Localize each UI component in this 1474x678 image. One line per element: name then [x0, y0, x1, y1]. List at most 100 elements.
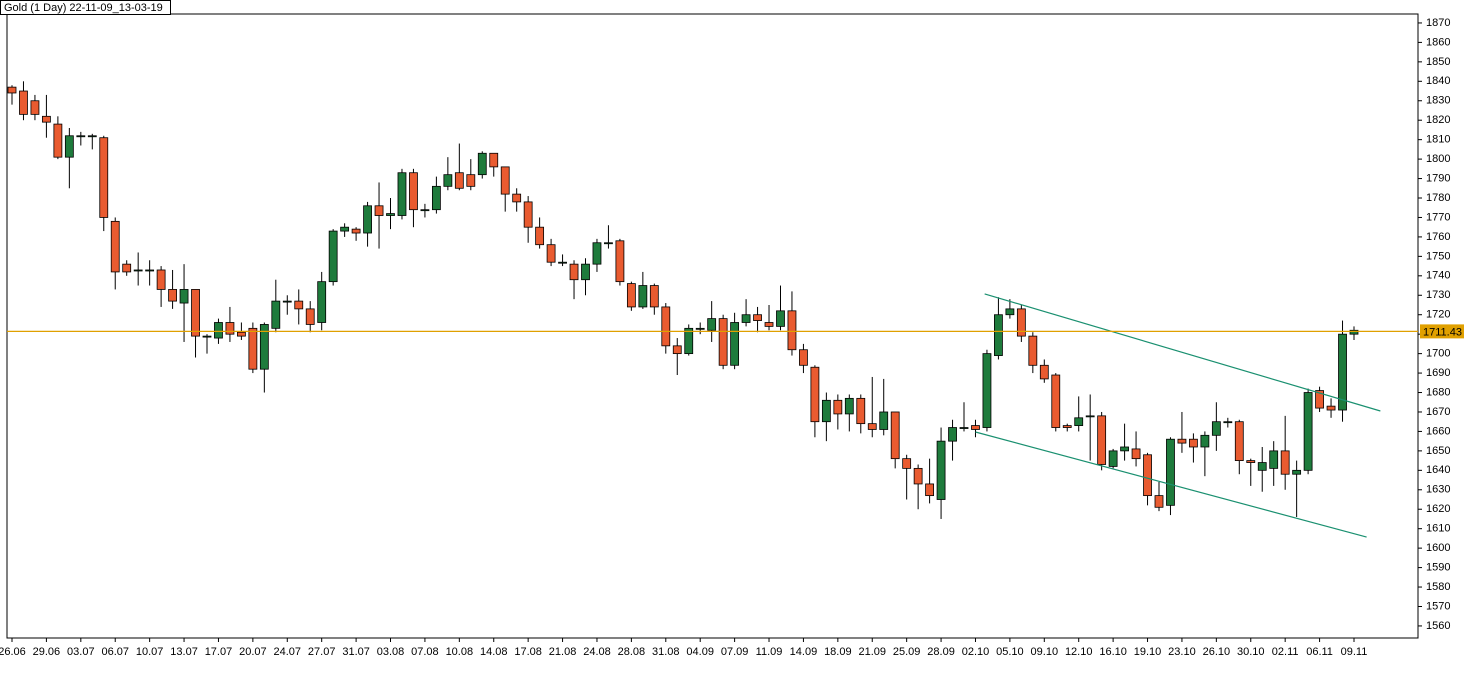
y-tick-label: 1670: [1426, 406, 1450, 418]
y-tick-label: 1600: [1426, 542, 1450, 554]
x-tick-label: 21.09: [858, 646, 886, 658]
candle-body: [856, 397, 866, 425]
candle-body: [844, 397, 854, 415]
last-price-box: [1420, 324, 1464, 339]
candle-body: [1280, 450, 1290, 475]
x-tick-label: 16.10: [1099, 646, 1127, 658]
x-tick-label: 10.07: [136, 646, 164, 658]
candle-body: [305, 308, 315, 325]
candle-body: [1166, 438, 1175, 506]
x-tick-label: 18.09: [824, 646, 852, 658]
candle-body: [259, 324, 269, 370]
candle-body: [466, 174, 476, 187]
candle-body: [1108, 450, 1118, 467]
x-tick-label: 23.10: [1168, 646, 1196, 658]
y-tick-label: 1870: [1426, 17, 1450, 29]
candle-body: [1269, 450, 1279, 469]
candle-body: [753, 314, 762, 321]
candle-body: [535, 226, 545, 246]
y-tick-label: 1830: [1426, 95, 1450, 107]
x-tick-label: 04.09: [686, 646, 714, 658]
trendline: [975, 431, 1367, 538]
x-tick-label: 09.11: [1341, 646, 1368, 658]
candle-body: [799, 349, 808, 366]
candle-body: [351, 228, 361, 234]
x-tick-label: 29.06: [33, 646, 61, 658]
candle-body: [397, 172, 407, 216]
candle-body: [374, 205, 384, 216]
candle-body: [489, 152, 499, 168]
candle-body: [454, 172, 464, 189]
candle-body: [626, 283, 636, 308]
candle-body: [1016, 308, 1026, 337]
y-tick-label: 1850: [1426, 56, 1450, 68]
candle-body: [1315, 390, 1324, 409]
candle-body: [431, 185, 441, 211]
chart-title: Gold (1 Day) 22-11-09_13-03-19: [4, 2, 163, 14]
candle-body: [7, 86, 17, 94]
candle-body: [776, 310, 785, 327]
y-tick-label: 1590: [1426, 561, 1450, 573]
candle-body: [684, 327, 694, 355]
candle-body: [76, 135, 86, 138]
x-tick-label: 25.09: [893, 646, 921, 658]
plot-layer: 1560 1570 1580 1590 1600 1610 1620 1630 1640 1650…: [0, 17, 1450, 658]
y-tick-label: 1770: [1426, 211, 1450, 223]
x-tick-label: 13.07: [170, 646, 198, 658]
x-tick-label: 14.08: [480, 646, 508, 658]
candle-body: [523, 201, 533, 228]
candle-body: [695, 327, 705, 330]
candle-body: [948, 427, 957, 442]
y-tick-label: 1560: [1426, 620, 1450, 632]
x-tick-label: 02.11: [1272, 646, 1299, 658]
candle-body: [512, 193, 522, 203]
y-tick-label: 1780: [1426, 192, 1450, 204]
x-tick-label: 26.06: [0, 646, 26, 658]
x-tick-label: 11.09: [756, 646, 783, 658]
y-tick-label: 1690: [1426, 367, 1450, 379]
candle-body: [19, 90, 28, 115]
candle-body: [672, 345, 682, 355]
candle-body: [971, 425, 980, 430]
candle-body: [225, 322, 235, 335]
candle-body: [741, 314, 751, 323]
x-tick-label: 09.10: [1031, 646, 1059, 658]
candle-body: [202, 335, 212, 338]
candle-body: [386, 213, 395, 216]
candle-body: [1120, 446, 1129, 452]
title-box: [0, 0, 171, 15]
candle-body: [707, 318, 717, 331]
candle-body: [191, 289, 200, 337]
candle-body: [340, 226, 350, 232]
candle-body: [1028, 335, 1038, 366]
candle-body: [569, 263, 579, 281]
y-tick-label: 1610: [1426, 523, 1450, 535]
trendline: [984, 293, 1381, 412]
candle-body: [1189, 438, 1198, 448]
x-tick-label: 17.08: [514, 646, 542, 658]
x-tick-label: 03.08: [377, 646, 405, 658]
x-tick-label: 07.08: [411, 646, 439, 658]
candle-body: [902, 458, 912, 469]
x-tick-label: 05.10: [996, 646, 1024, 658]
candle-body: [1246, 460, 1256, 463]
candle-body: [236, 331, 246, 337]
candle-body: [1338, 333, 1347, 411]
y-tick-label: 1630: [1426, 484, 1450, 496]
candle-body: [1039, 364, 1049, 380]
candle-body: [764, 322, 774, 327]
y-tick-label: 1620: [1426, 503, 1450, 515]
y-tick-label: 1650: [1426, 445, 1450, 457]
x-tick-label: 31.08: [652, 646, 680, 658]
x-tick-label: 19.10: [1134, 646, 1162, 658]
y-tick-label: 1570: [1426, 600, 1450, 612]
candle-body: [558, 261, 567, 264]
candle-body: [604, 242, 613, 245]
candle-body: [443, 174, 453, 187]
candle-body: [179, 289, 189, 304]
candle-body: [87, 135, 97, 138]
candle-body: [145, 269, 155, 272]
candle-body: [730, 322, 740, 366]
